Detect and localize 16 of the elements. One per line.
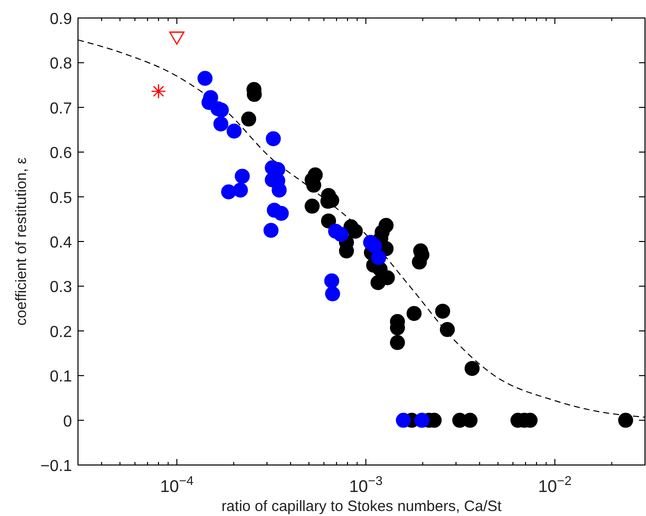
y-tick-label: 0.7 xyxy=(50,100,72,118)
y-tick-label: 0.3 xyxy=(50,279,72,296)
x-tick-label: 10$^{−3}$ xyxy=(349,472,383,496)
y-tick-label: 0.6 xyxy=(50,145,72,162)
y-tick-label: 0.4 xyxy=(50,234,72,252)
x-tick-label: 10$^{−4}$ xyxy=(160,472,194,496)
y-tick-label: 0.1 xyxy=(50,368,72,386)
x-axis-title: ratio of capillary to Stokes numbers, Ca/St xyxy=(221,498,502,515)
y-tick-label: 0 xyxy=(63,413,72,430)
y-tick-label: 0.2 xyxy=(50,324,72,341)
y-tick-label: 0.5 xyxy=(50,190,72,207)
y-tick-label: 0.9 xyxy=(50,11,72,28)
y-axis-title: coefficient of restitution, ε xyxy=(13,157,30,326)
y-tick-label: −0.1 xyxy=(40,458,72,475)
y-tick-label: 0.8 xyxy=(50,56,72,73)
x-tick-label: 10$^{−2}$ xyxy=(538,472,572,496)
